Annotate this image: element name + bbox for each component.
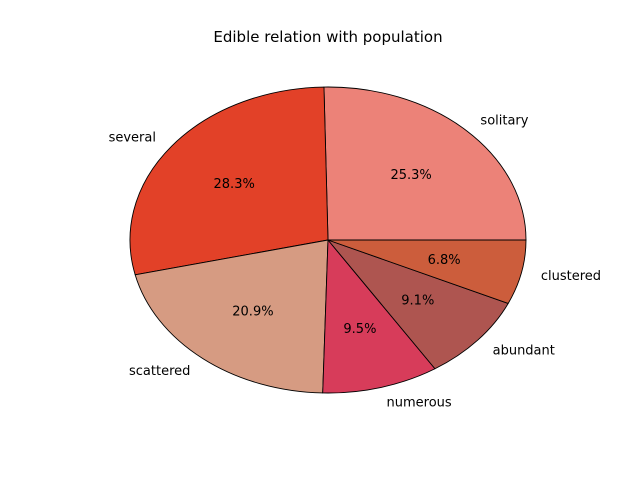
pie-labels: solitary 25.3% several 28.3% scattered 20.9% n… [109,113,601,410]
slice-label-abundant: abundant [493,344,555,359]
slice-value-scattered: 20.9% [232,305,273,320]
slice-label-several: several [109,130,156,145]
pie-slice-numerous [322,239,436,394]
slice-label-scattered: scattered [129,364,190,379]
slice-value-solitary: 25.3% [390,168,431,183]
pie-slice-scattered [134,239,329,394]
pie-slice-several [129,86,329,276]
slice-label-clustered: clustered [541,269,601,284]
chart-title: Edible relation with population [213,28,442,46]
slice-value-abundant: 9.1% [401,294,434,309]
pie-slice-abundant [327,239,509,370]
slice-value-several: 28.3% [214,177,255,192]
slice-label-numerous: numerous [387,396,452,411]
pie-slice-solitary [323,86,527,241]
pie-slices [129,86,527,394]
slice-value-clustered: 6.8% [428,253,461,268]
slice-label-solitary: solitary [480,113,528,128]
slice-value-numerous: 9.5% [343,322,376,337]
pie-slice-clustered [327,239,527,304]
